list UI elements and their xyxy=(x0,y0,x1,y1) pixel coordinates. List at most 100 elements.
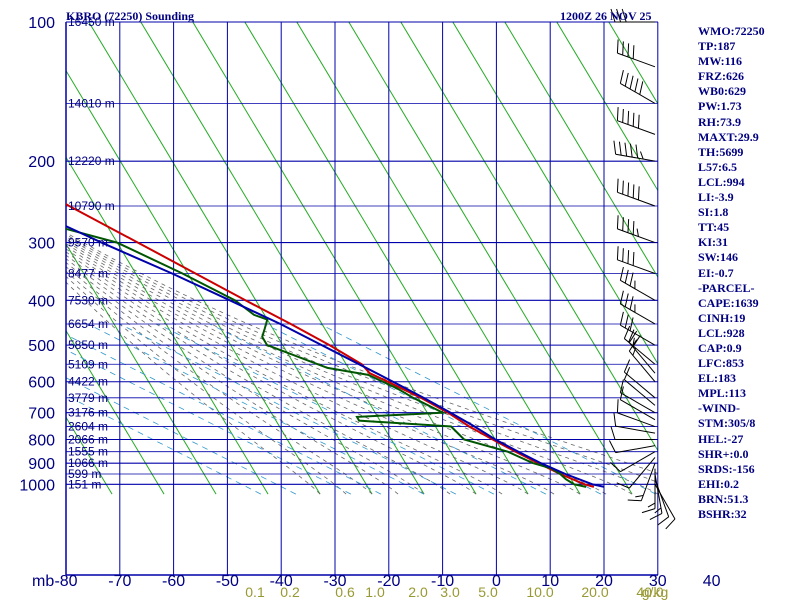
height-label: 2604 m xyxy=(68,420,108,434)
height-label: 12220 m xyxy=(68,154,115,168)
index-item: STM:305/8 xyxy=(698,416,756,431)
wind-barb-feather xyxy=(634,78,639,92)
wind-barb-feather xyxy=(613,412,617,427)
index-item: CINH:19 xyxy=(698,310,746,325)
moist-adiabat xyxy=(66,238,633,495)
wind-barb-staff xyxy=(620,82,656,104)
isotherm xyxy=(608,22,658,105)
index-item: EL:183 xyxy=(698,371,737,386)
sounding-time: 1200Z 26 NOV 25 xyxy=(560,9,652,23)
isotherm xyxy=(348,22,633,495)
index-item: LFC:853 xyxy=(698,356,744,371)
wind-barb-feather xyxy=(632,251,635,266)
wind-barb xyxy=(649,473,663,521)
wind-barb-feather xyxy=(619,290,624,305)
index-item: BSHR:32 xyxy=(698,507,747,521)
height-labels: 16450 m 14010 m 12220 m 10790 m 9570 m 8477 m… xyxy=(68,15,115,491)
temperature-tick-label: -40 xyxy=(270,573,293,590)
wind-barb xyxy=(619,290,656,325)
mixing-ratio-axis: 0.1 0.2 0.6 1.0 2.0 3.0 5.0 10.0 20.0 40.0g/kg xyxy=(245,584,668,600)
index-item: MPL:113 xyxy=(698,386,746,401)
wind-barb xyxy=(616,457,656,489)
wind-barb-staff xyxy=(624,379,656,406)
index-item: KI:31 xyxy=(698,235,728,250)
wind-barb-feather xyxy=(616,246,619,260)
wind-barb-feather xyxy=(616,399,619,413)
moist-adiabat xyxy=(66,262,425,495)
wind-barb-feather xyxy=(637,114,640,129)
wind-barb xyxy=(608,440,656,454)
isotherm xyxy=(400,22,658,452)
height-label: 16450 m xyxy=(68,15,115,29)
index-item: -WIND- xyxy=(698,401,740,416)
isotherm xyxy=(296,22,581,495)
isobars xyxy=(65,21,658,576)
wind-barb xyxy=(623,359,656,399)
wind-barb-feather xyxy=(639,81,644,95)
index-item: EHI:0.2 xyxy=(698,476,740,491)
mixing-ratio-line xyxy=(66,395,262,495)
wind-barb xyxy=(616,399,656,428)
wind-barb-feather xyxy=(624,142,628,157)
temperature-tick-label: 20 xyxy=(595,573,613,590)
wind-barb-staff xyxy=(620,399,656,421)
wind-barb-feather xyxy=(623,366,631,380)
wind-barb xyxy=(619,70,656,104)
wind-barb xyxy=(616,39,656,68)
wind-barb-feather xyxy=(632,335,641,348)
mixing-ratio-tick-label: 0.1 xyxy=(245,584,265,600)
height-label: 2066 m xyxy=(68,432,108,446)
wind-barb-feather xyxy=(619,311,624,326)
index-item: BRN:51.3 xyxy=(698,491,749,506)
temperature-tick-label: -60 xyxy=(162,573,185,590)
wind-barb-staff xyxy=(624,338,656,365)
wind-barb-staff xyxy=(620,303,656,325)
wind-barb-feather xyxy=(610,8,616,23)
wind-barb-feather xyxy=(610,426,616,440)
index-item: SI:1.8 xyxy=(698,205,729,220)
index-item: SHR+:0.0 xyxy=(698,446,749,461)
wind-barb-feather xyxy=(647,502,656,508)
pressure-tick-label: 700 xyxy=(28,406,55,423)
wind-barb-feather xyxy=(619,266,624,281)
mixing-ratio-line xyxy=(157,323,495,495)
wind-barb-staff xyxy=(615,425,656,434)
wind-barb-feather xyxy=(639,151,644,160)
wind-barb xyxy=(610,426,655,440)
wind-barb-feather xyxy=(622,248,624,262)
wind-barb-feather xyxy=(635,144,639,159)
temperature-tick-label: -80 xyxy=(54,573,77,590)
height-label: 3176 m xyxy=(68,406,108,420)
moist-adiabat xyxy=(66,258,451,495)
wind-barb-feather xyxy=(616,39,619,54)
stability-indices: WMO:72250 TP:187 MW:116 FRZ:626 WB0:629 PW:1.… xyxy=(698,24,765,522)
wind-barb-feather xyxy=(665,518,676,530)
height-label: 5109 m xyxy=(68,357,108,371)
pressure-tick-label: 100 xyxy=(28,15,55,32)
mixing-ratio-line xyxy=(66,334,382,495)
height-label: 1066 m xyxy=(68,456,108,470)
sounding-profiles xyxy=(66,203,605,488)
isotherm xyxy=(452,22,658,365)
moist-adiabat xyxy=(66,245,555,495)
wind-barb-feather xyxy=(629,296,634,310)
wind-barb-feather xyxy=(632,45,635,59)
wind-barb-feather xyxy=(616,8,622,23)
index-item: LI:-3.9 xyxy=(698,190,734,205)
temperature-tick-label: -10 xyxy=(431,573,454,590)
wind-barb-feather xyxy=(632,221,635,235)
wind-barb-staff xyxy=(620,324,656,346)
temperature-tick-label: -50 xyxy=(216,573,239,590)
wind-barb-feather xyxy=(608,440,617,453)
wind-barb-staff xyxy=(654,473,663,514)
temperature-tick-label: -30 xyxy=(323,573,346,590)
wind-barb-feather xyxy=(622,180,624,195)
mixing-ratio-line xyxy=(66,377,297,495)
mixing-ratio-tick-label: 0.2 xyxy=(280,584,300,600)
wind-barb-staff xyxy=(624,371,656,399)
wind-barb-staff xyxy=(620,279,656,301)
wind-barb-feather xyxy=(627,110,630,125)
wind-barb-feather xyxy=(627,43,630,57)
mixing-ratio-lines xyxy=(66,323,657,495)
